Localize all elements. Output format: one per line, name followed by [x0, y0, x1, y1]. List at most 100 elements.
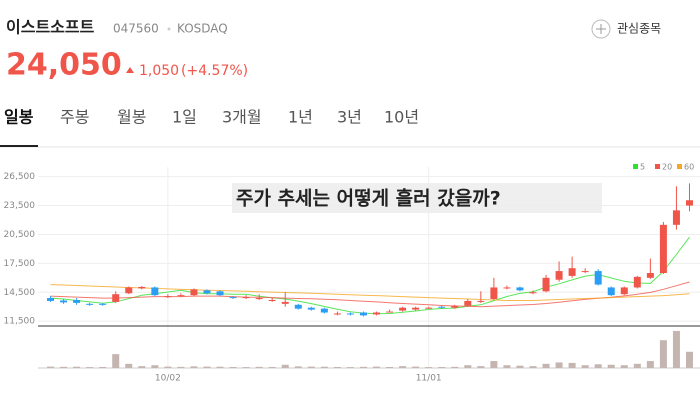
volume-bar: [216, 366, 224, 368]
candle-body: [112, 294, 120, 302]
period-tab[interactable]: 월봉: [117, 108, 146, 127]
volume-bar: [73, 366, 81, 368]
volume-bar: [633, 363, 641, 368]
candle-body: [99, 303, 107, 305]
volume-bar: [60, 366, 68, 368]
candle-body: [73, 299, 81, 303]
volume-bar: [503, 365, 511, 368]
candle-body: [125, 287, 133, 294]
candle-body: [555, 271, 563, 280]
volume-bar: [412, 366, 420, 368]
legend-swatch: [633, 164, 638, 169]
volume-bar: [464, 365, 472, 368]
volume-bar: [399, 366, 407, 368]
volume-bar: [516, 365, 524, 368]
volume-bar: [529, 366, 537, 368]
volume-bar: [490, 361, 498, 368]
candle-body: [386, 311, 394, 313]
volume-bar: [268, 366, 276, 368]
volume-bar: [346, 367, 354, 368]
plus-icon: [591, 19, 611, 39]
legend-label: 20: [662, 163, 672, 172]
legend-swatch: [655, 164, 660, 169]
candle-body: [451, 305, 459, 308]
volume-bar: [112, 354, 120, 368]
candle-body: [320, 308, 328, 313]
y-tick-label: 26,500: [4, 172, 36, 182]
candle-body: [659, 224, 667, 273]
price: 24,050: [6, 48, 122, 83]
period-tab[interactable]: 일봉: [4, 108, 34, 127]
x-tick-label: 10/02: [155, 374, 181, 384]
period-tab[interactable]: 10년: [384, 108, 419, 127]
candle-body: [490, 287, 498, 300]
candle-body: [607, 287, 615, 296]
candle-body: [138, 286, 146, 289]
moving-average-line: [50, 236, 690, 315]
candle-body: [47, 298, 55, 301]
candle-body: [359, 312, 367, 316]
candle-body: [529, 292, 537, 294]
volume-bar: [438, 366, 446, 368]
candle-body: [425, 307, 433, 309]
volume-bar: [99, 366, 107, 368]
watch-button[interactable]: 관심종목: [591, 19, 661, 39]
period-tab[interactable]: 1년: [288, 108, 313, 127]
candle-body: [294, 304, 302, 309]
volume-bar: [294, 366, 302, 368]
candle-body: [633, 276, 641, 288]
change-rate: (+4.57%): [181, 63, 248, 79]
watch-label[interactable]: 관심종목: [617, 22, 661, 36]
volume-bar: [451, 366, 459, 368]
volume-bar: [307, 366, 315, 368]
volume-bar: [607, 364, 615, 368]
candle-body: [412, 307, 420, 310]
chart: 11,500 14,500 17,500 20,500 23,500 26,500 10/0…: [4, 163, 700, 384]
volume-bar: [125, 363, 133, 368]
candle-body: [581, 271, 589, 273]
candle-body: [685, 200, 693, 206]
period-tab[interactable]: 3년: [337, 108, 362, 127]
candle-body: [242, 297, 250, 299]
stock-name: 이스트소프트: [6, 18, 95, 37]
candle-body: [399, 307, 407, 311]
candle-body: [281, 301, 289, 304]
period-tab[interactable]: 3개월: [222, 108, 262, 127]
candle-body: [86, 303, 94, 305]
volume-bar: [542, 363, 550, 368]
volume-bar: [359, 366, 367, 368]
y-tick-label: 20,500: [4, 230, 36, 240]
volume-bar: [177, 366, 185, 368]
volume-bar: [659, 340, 667, 368]
candle-body: [203, 290, 211, 294]
volume-bar: [373, 366, 381, 368]
candle-body: [503, 287, 511, 289]
candle-body: [568, 268, 576, 276]
volume-bar: [581, 365, 589, 368]
volume-bar: [386, 366, 394, 368]
legend-swatch: [677, 164, 682, 169]
x-tick-label: 11/01: [416, 374, 442, 384]
candle-body: [646, 273, 654, 278]
volume-bar: [281, 364, 289, 368]
candle-body: [438, 306, 446, 308]
candle-body: [333, 313, 341, 315]
volume-bar: [594, 364, 602, 368]
volume-bar: [190, 366, 198, 368]
volume-bar: [320, 366, 328, 368]
volume-bar: [255, 366, 263, 368]
period-tab[interactable]: 1일: [172, 108, 197, 127]
candle-body: [177, 295, 185, 297]
y-tick-label: 23,500: [4, 201, 36, 211]
candle-body: [477, 300, 485, 302]
volume-bar: [477, 366, 485, 368]
period-tab[interactable]: 주봉: [60, 108, 89, 127]
y-tick-label: 11,500: [4, 317, 36, 327]
volume-bar: [685, 351, 693, 368]
candle-body: [672, 210, 680, 225]
candle-body: [190, 289, 198, 296]
candle-body: [151, 287, 159, 296]
separator-dot: [167, 27, 171, 31]
volume-bar: [333, 366, 341, 368]
